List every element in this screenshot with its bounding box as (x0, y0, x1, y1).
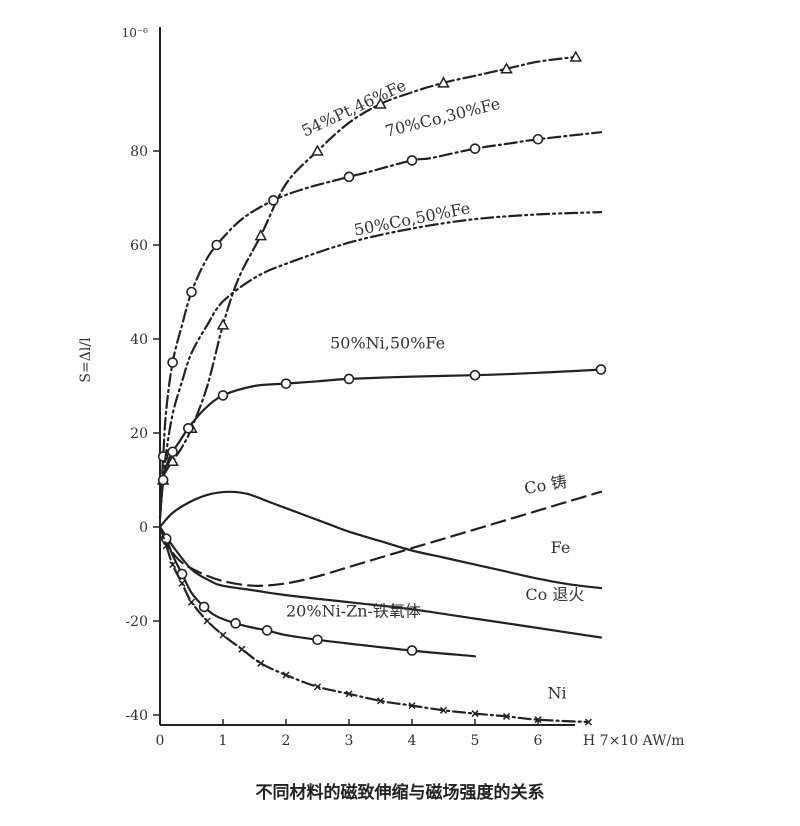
series-marker (569, 50, 583, 62)
x-tick-label: 3 (345, 733, 354, 749)
series-line-3 (158, 368, 603, 519)
series-marker (406, 155, 418, 166)
series-marker (437, 76, 450, 88)
series-marker (187, 598, 196, 606)
series-marker (257, 659, 265, 667)
series-label-6: Co 退火 (525, 585, 584, 604)
y-tick-label: 20 (130, 426, 148, 442)
chart: -40 -20 0 20 40 60 80 10⁻⁶ 0 1 2 3 4 5 6 H 7×10 AW/m S=Δ… (78, 26, 685, 749)
series-label-8: Ni (547, 684, 566, 703)
series-marker (376, 697, 385, 705)
series-marker (343, 171, 355, 183)
x-tick-label: 4 (408, 733, 417, 749)
series-marker (312, 634, 323, 646)
series-marker (157, 474, 169, 486)
x-tick-label: 0 (156, 733, 165, 749)
series-marker (374, 97, 387, 109)
series-marker (469, 143, 481, 154)
x-tick-label: 6 (534, 733, 543, 749)
series-marker (162, 542, 170, 550)
series-marker (534, 716, 542, 724)
series-line-8 (158, 525, 590, 724)
series-marker (343, 373, 355, 385)
labels: 54%Pt,46%Fe70%Co,30%Fe50%Co,50%Fe50%Ni,5… (286, 76, 584, 703)
series-label-7: 20%Ni-Zn-铁氧体 (286, 601, 421, 620)
series-marker (203, 617, 211, 625)
series-marker (532, 133, 544, 145)
series-marker (167, 357, 178, 368)
series-line-0 (158, 55, 577, 519)
series-marker (169, 561, 177, 569)
series-marker (183, 422, 194, 434)
y-tick-label: 0 (139, 520, 148, 536)
series-marker (261, 625, 273, 636)
y-tick-label: -40 (125, 708, 148, 724)
y-axis-label: S=Δl/l (78, 337, 94, 383)
series-marker (219, 631, 227, 639)
y-tick-label: 40 (130, 332, 148, 348)
series-marker (406, 645, 418, 656)
series-marker (238, 645, 246, 653)
series-marker (211, 239, 222, 251)
series-label-3: 50%Ni,50%Fe (330, 333, 445, 352)
series-marker (198, 601, 210, 613)
y-tick-label: 80 (130, 144, 148, 160)
series-marker (282, 671, 290, 679)
series-marker (313, 683, 322, 691)
series-label-1: 70%Co,30%Fe (383, 94, 502, 141)
series-label-5: Fe (551, 538, 571, 557)
series-marker (439, 706, 448, 714)
series-marker (595, 364, 607, 375)
series-marker (584, 718, 592, 726)
series-marker (178, 579, 186, 587)
series-marker (500, 62, 513, 74)
series-marker (166, 454, 179, 466)
series-marker (280, 378, 292, 389)
series-marker (230, 618, 241, 629)
series-line-2 (158, 211, 603, 519)
y-tick-label: -20 (125, 614, 148, 630)
series-marker (311, 144, 324, 156)
x-tick-label: 5 (471, 733, 480, 749)
series-marker (469, 369, 481, 381)
series-marker (502, 712, 511, 720)
series-marker (268, 195, 279, 206)
axes: -40 -20 0 20 40 60 80 10⁻⁶ 0 1 2 3 4 5 6 H 7×10 AW/m S=Δ… (78, 26, 685, 749)
x-axis-label: H 7×10 AW/m (583, 733, 685, 749)
x-tick-label: 2 (282, 733, 291, 749)
series-line-6 (158, 525, 603, 639)
x-tick-label: 1 (219, 733, 228, 749)
series-marker (345, 690, 353, 698)
series-marker (167, 446, 178, 458)
series-marker (254, 229, 268, 241)
series-marker (216, 318, 230, 330)
series-marker (408, 702, 416, 710)
series-line-4 (158, 490, 603, 587)
series-label-4: Co 铸 (523, 472, 569, 498)
series-marker (471, 710, 479, 718)
series-line-5 (158, 490, 603, 590)
figure-caption: 不同材料的磁致伸缩与磁场强度的关系 (255, 783, 545, 803)
y-tick-label: 60 (130, 238, 148, 254)
curves (156, 50, 607, 726)
y-unit-label: 10⁻⁶ (122, 26, 149, 40)
series-label-2: 50%Co,50%Fe (352, 198, 471, 239)
series-marker (186, 286, 197, 298)
series-marker (217, 390, 229, 401)
